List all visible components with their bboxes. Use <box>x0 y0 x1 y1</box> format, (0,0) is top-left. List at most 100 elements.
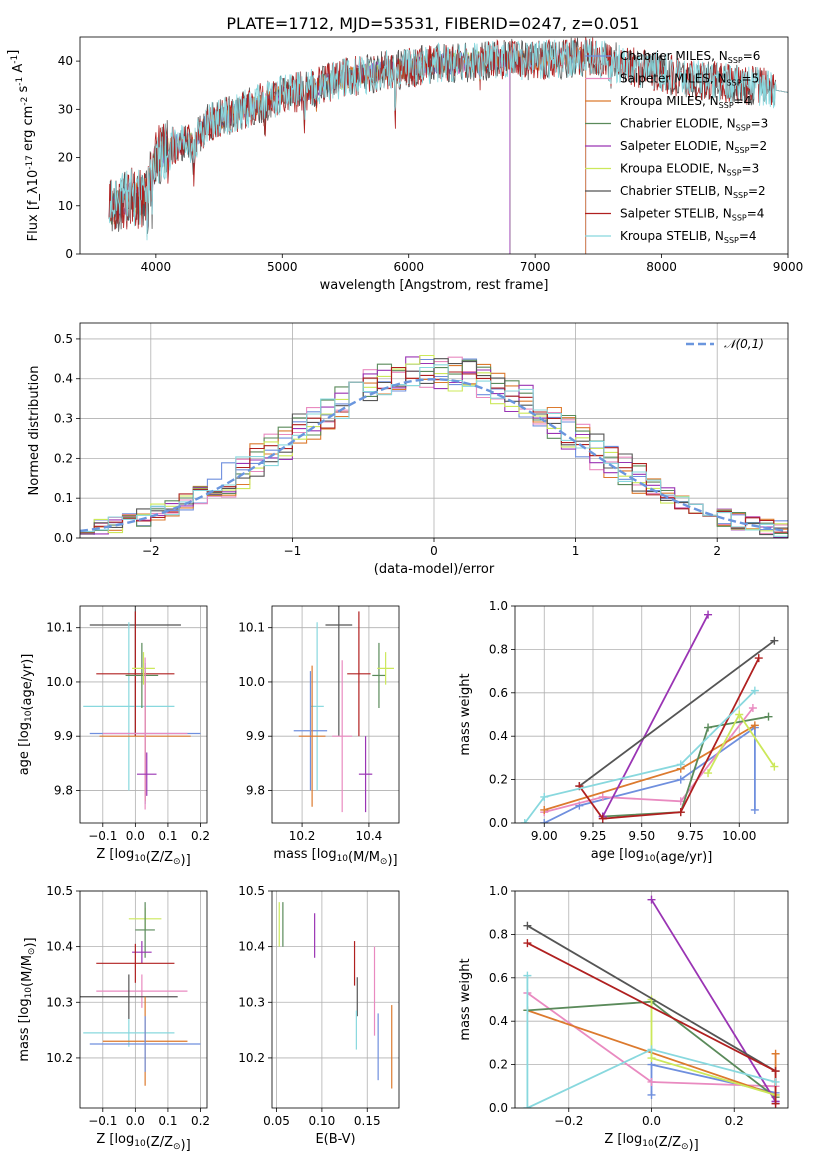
errorbar-salpeter-miles <box>96 974 188 1008</box>
x-tick-label: 7000 <box>520 260 551 274</box>
weight-marker <box>770 636 779 645</box>
chart-age_vs_Z: −0.1 0.0 0.1 0.2 9.8 9.9 10.0 10.1 Z [log10(Z/Z⊙… <box>17 605 210 868</box>
errorbar-salpeter-miles <box>332 660 353 813</box>
y-tick-label: 0.6 <box>489 686 508 700</box>
x-tick-label: 0.1 <box>158 829 177 843</box>
errorbar-chabrier-elodie <box>135 902 155 958</box>
errorbar-chabrier-miles <box>293 671 328 791</box>
errorbar-salpeter-stelib <box>96 611 175 737</box>
weight-marker <box>735 710 744 719</box>
errorbar-chabrier-elodie <box>125 642 159 708</box>
y-tick-label: 0.5 <box>54 332 73 346</box>
weight-line <box>544 707 754 813</box>
weight-marker <box>676 808 685 817</box>
axes-frame <box>271 890 400 1109</box>
errorbar-salpeter-elodie <box>136 752 157 796</box>
y-tick-label: 40 <box>58 54 73 68</box>
weight-marker <box>771 1077 780 1086</box>
weight-line <box>602 715 769 818</box>
x-tick-label: 0.0 <box>126 829 145 843</box>
weight-marker <box>770 762 779 771</box>
weight-marker <box>647 1054 656 1063</box>
y-tick-label: 0.3 <box>54 412 73 426</box>
chart-mass_vs_ebv: 0.05 0.10 0.15 10.2 10.3 10.4 10.5 E(B-V) <box>238 884 400 1147</box>
legend-label-normal: 𝒩(0,1) <box>724 337 764 351</box>
axis-label: age [log10(age/yr)] <box>591 847 713 865</box>
errorbar-kroupa-miles <box>298 665 326 807</box>
y-tick-label: 10.4 <box>238 940 265 954</box>
y-tick-label: 0.2 <box>54 451 73 465</box>
weight-marker <box>540 792 549 801</box>
x-tick-label: 0.15 <box>354 1114 381 1128</box>
y-tick-label: 0.2 <box>489 773 508 787</box>
axes-frame <box>514 605 789 824</box>
weight-line <box>650 999 776 1096</box>
legend-label-chabrier-miles: Chabrier MILES, NSSP=6 <box>620 49 760 65</box>
weight-marker <box>676 760 685 769</box>
y-tick-label: 0.6 <box>489 971 508 985</box>
plot-area <box>520 610 779 823</box>
y-tick-label: 0.0 <box>489 816 508 830</box>
y-tick-label: 10.2 <box>46 1051 73 1065</box>
y-tick-label: 9.8 <box>246 783 265 797</box>
weight-marker <box>704 769 713 778</box>
weight-series-kroupa-stelib <box>520 686 759 823</box>
y-tick-label: 10.2 <box>238 1051 265 1065</box>
y-tick-label: 0 <box>65 247 73 261</box>
x-tick-label: 4000 <box>141 260 172 274</box>
errorbar-kroupa-elodie <box>132 652 155 685</box>
y-tick-label: 1.0 <box>489 884 508 898</box>
weight-marker <box>748 703 757 712</box>
weight-marker <box>647 1077 656 1086</box>
errorbar-kroupa-elodie <box>377 652 394 685</box>
weight-series-salpeter-stelib <box>523 939 780 1108</box>
x-tick-label: 9.00 <box>531 829 558 843</box>
weight-line <box>543 725 756 823</box>
plot-area <box>108 37 788 254</box>
weight-marker <box>647 1090 656 1099</box>
plot-area <box>523 895 780 1108</box>
axes-frame <box>79 322 789 539</box>
weight-line <box>578 657 760 820</box>
axis-label: E(B-V) <box>315 1132 355 1147</box>
y-tick-label: 0.1 <box>54 491 73 505</box>
x-tick-label: 6000 <box>393 260 424 274</box>
y-tick-label: 30 <box>58 102 73 116</box>
weight-line <box>544 724 756 811</box>
y-tick-label: 10.4 <box>46 940 73 954</box>
weight-marker <box>750 805 759 814</box>
y-tick-label: 9.9 <box>246 729 265 743</box>
weight-series-salpeter-stelib <box>575 654 763 823</box>
y-tick-label: 0.8 <box>489 642 508 656</box>
axis-label: (data-model)/error <box>374 562 495 577</box>
y-tick-label: 0.0 <box>489 1101 508 1115</box>
weight-marker <box>523 971 532 980</box>
weight-series-kroupa-stelib <box>523 971 780 1108</box>
weight-marker <box>598 792 607 801</box>
weight-marker <box>771 1049 780 1058</box>
weight-marker <box>523 921 532 930</box>
axis-label: mass [log10(M/M⊙)] <box>273 847 397 868</box>
axes-frame <box>79 36 789 255</box>
x-tick-label: −1 <box>284 544 302 558</box>
legend-label-chabrier-elodie: Chabrier ELODIE, NSSP=3 <box>620 117 768 133</box>
y-tick-label: 9.9 <box>54 729 73 743</box>
x-tick-label: −0.2 <box>554 1114 583 1128</box>
weight-marker <box>540 819 549 823</box>
weight-marker <box>523 1104 532 1108</box>
x-tick-label: 5000 <box>267 260 298 274</box>
axis-label: Z [log10(Z/Z⊙)] <box>604 1132 698 1153</box>
weight-marker <box>750 721 759 730</box>
x-tick-label: 10.4 <box>356 829 383 843</box>
legend-label-kroupa-miles: Kroupa MILES, NSSP=4 <box>620 94 751 110</box>
x-tick-label: 10.00 <box>722 829 756 843</box>
errorbar-kroupa-stelib <box>83 622 175 791</box>
x-tick-label: 9.75 <box>677 829 704 843</box>
weight-marker <box>704 610 713 619</box>
x-tick-label: 8000 <box>646 260 677 274</box>
y-tick-label: 10.3 <box>46 995 73 1009</box>
weight-marker <box>647 895 656 904</box>
errorbar-salpeter-stelib <box>347 611 371 737</box>
x-tick-label: −0.1 <box>88 829 117 843</box>
axes-frame <box>271 605 400 824</box>
